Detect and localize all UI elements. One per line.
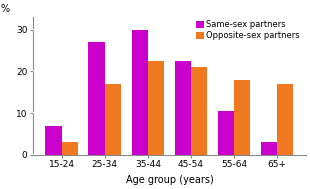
Bar — [105, 84, 121, 155]
Bar — [62, 142, 78, 155]
Text: %: % — [0, 4, 9, 14]
Bar — [45, 125, 62, 155]
Bar — [261, 142, 277, 155]
Bar — [234, 80, 250, 155]
Bar — [88, 42, 105, 155]
Bar — [277, 84, 294, 155]
X-axis label: Age group (years): Age group (years) — [126, 175, 213, 185]
Bar — [175, 61, 191, 155]
Bar — [131, 30, 148, 155]
Bar — [148, 61, 164, 155]
Bar — [218, 111, 234, 155]
Bar — [191, 67, 207, 155]
Legend: Same-sex partners, Opposite-sex partners: Same-sex partners, Opposite-sex partners — [195, 19, 302, 42]
